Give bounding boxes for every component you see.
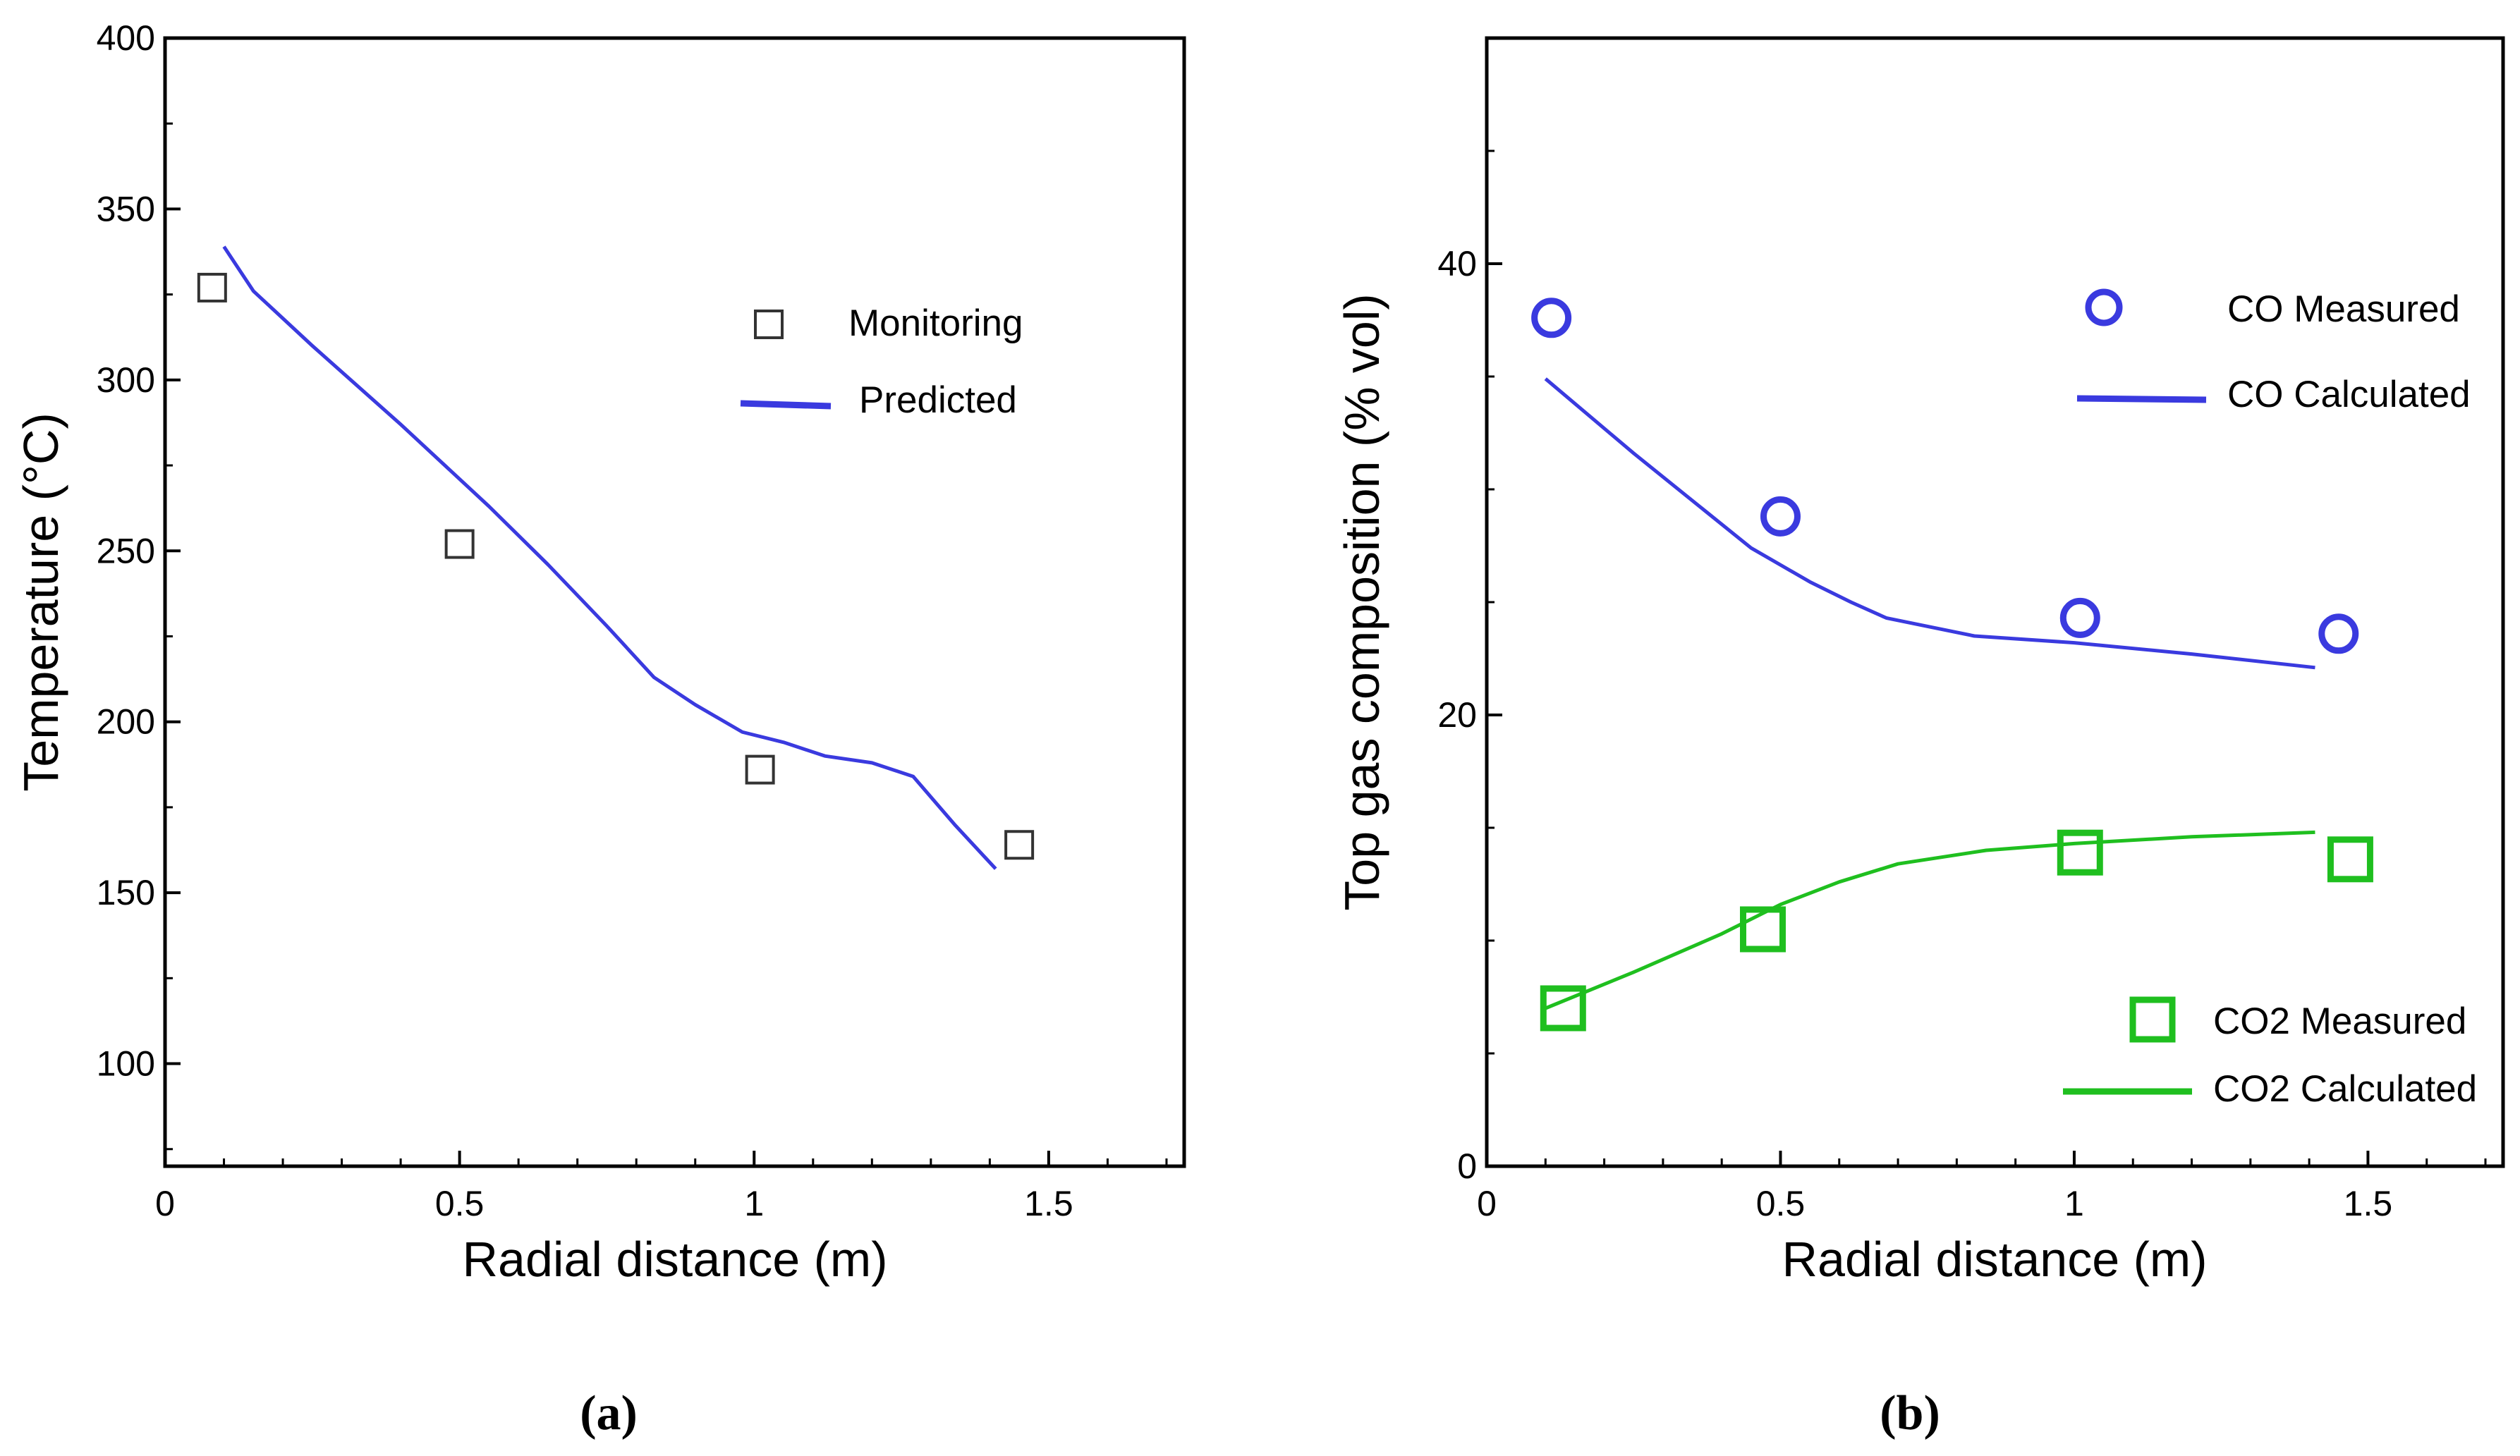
co-calculated-line bbox=[1544, 377, 2315, 670]
panel-b-x-axis-label: Radial distance (m) bbox=[1782, 1232, 2208, 1287]
y-tick-label: 0 bbox=[1457, 1146, 1477, 1186]
panel-b-caption: (b) bbox=[1880, 1386, 1940, 1440]
panel-b-legend: CO Measured CO Calculated CO2 Measured C… bbox=[2063, 288, 2477, 1110]
x-tick-label: 1 bbox=[744, 1184, 764, 1223]
predicted-line bbox=[222, 245, 997, 870]
legend-monitoring-marker bbox=[754, 310, 784, 339]
panel-b-x-tick-labels: 0 0.5 1 1.5 bbox=[1477, 1184, 2392, 1223]
x-tick-label: 0 bbox=[155, 1184, 175, 1223]
x-tick-label: 1.5 bbox=[2344, 1184, 2393, 1223]
panel-a-legend: Monitoring Predicted bbox=[740, 302, 1023, 421]
monitoring-point bbox=[1004, 830, 1035, 860]
panel-b-gas-composition-chart: 0 0.5 1 1.5 0 20 40 CO Measured CO Calculated… bbox=[1334, 36, 2505, 1440]
x-tick-label: 0 bbox=[1477, 1184, 1497, 1223]
panel-b-series bbox=[1531, 298, 2373, 1032]
y-tick-label: 400 bbox=[97, 18, 155, 58]
y-tick-label: 350 bbox=[97, 189, 155, 228]
y-tick-label: 20 bbox=[1437, 695, 1477, 735]
legend-co2-calculated-label: CO2 Calculated bbox=[2213, 1068, 2477, 1110]
legend-co-measured-label: CO Measured bbox=[2227, 288, 2460, 330]
legend-co-calculated-label: CO Calculated bbox=[2227, 374, 2471, 415]
co-measured-point bbox=[1531, 298, 1572, 338]
panel-a-temperature-chart: 0 0.5 1 1.5 100 150 200 250 300 350 400 Monitorin… bbox=[13, 18, 1186, 1440]
co2-calculated-line bbox=[1545, 830, 2315, 1010]
y-tick-label: 300 bbox=[97, 360, 155, 400]
y-tick-label: 40 bbox=[1437, 244, 1477, 283]
co2-measured-point bbox=[2057, 829, 2103, 876]
panel-b-y-axis-label: Top gas composition (% vol) bbox=[1334, 293, 1389, 910]
panel-a-y-tick-labels: 100 150 200 250 300 350 400 bbox=[97, 18, 155, 1084]
panel-b-ticks bbox=[1485, 149, 2487, 1168]
panel-b-y-tick-labels: 0 20 40 bbox=[1437, 244, 1477, 1186]
co2-measured-point bbox=[2327, 836, 2373, 883]
panel-a-y-axis-label: Temperature (°C) bbox=[13, 412, 68, 792]
y-tick-label: 100 bbox=[97, 1044, 155, 1084]
monitoring-point bbox=[444, 529, 475, 559]
co-measured-point bbox=[2059, 597, 2100, 638]
panel-a-caption: (a) bbox=[580, 1386, 638, 1440]
co-measured-point bbox=[2318, 613, 2359, 654]
panel-a-x-axis-label: Radial distance (m) bbox=[463, 1232, 888, 1287]
co2-measured-point bbox=[1540, 985, 1586, 1032]
monitoring-point bbox=[197, 272, 227, 302]
legend-co2-measured-label: CO2 Measured bbox=[2213, 1001, 2466, 1042]
monitoring-point bbox=[745, 754, 775, 785]
panel-a-plot-frame bbox=[163, 36, 1186, 1168]
x-tick-label: 1.5 bbox=[1024, 1184, 1073, 1223]
y-tick-label: 250 bbox=[97, 531, 155, 570]
y-tick-label: 200 bbox=[97, 702, 155, 742]
x-tick-label: 1 bbox=[2064, 1184, 2084, 1223]
x-tick-label: 0.5 bbox=[1756, 1184, 1806, 1223]
co-measured-point bbox=[1760, 496, 1801, 537]
legend-co2-measured-marker bbox=[2129, 996, 2176, 1043]
legend-monitoring-label: Monitoring bbox=[848, 302, 1023, 344]
panel-a-series bbox=[197, 245, 1035, 870]
x-tick-label: 0.5 bbox=[435, 1184, 485, 1223]
panel-a-ticks bbox=[164, 37, 1168, 1166]
legend-co-calculated-line bbox=[2076, 395, 2207, 403]
legend-co-measured-marker bbox=[2085, 288, 2123, 326]
panel-b-plot-frame bbox=[1485, 36, 2505, 1168]
legend-predicted-label: Predicted bbox=[859, 379, 1017, 421]
legend-predicted-line bbox=[740, 400, 832, 410]
y-tick-label: 150 bbox=[97, 873, 155, 912]
co2-measured-point bbox=[1739, 906, 1786, 953]
panel-a-x-tick-labels: 0 0.5 1 1.5 bbox=[155, 1184, 1073, 1223]
